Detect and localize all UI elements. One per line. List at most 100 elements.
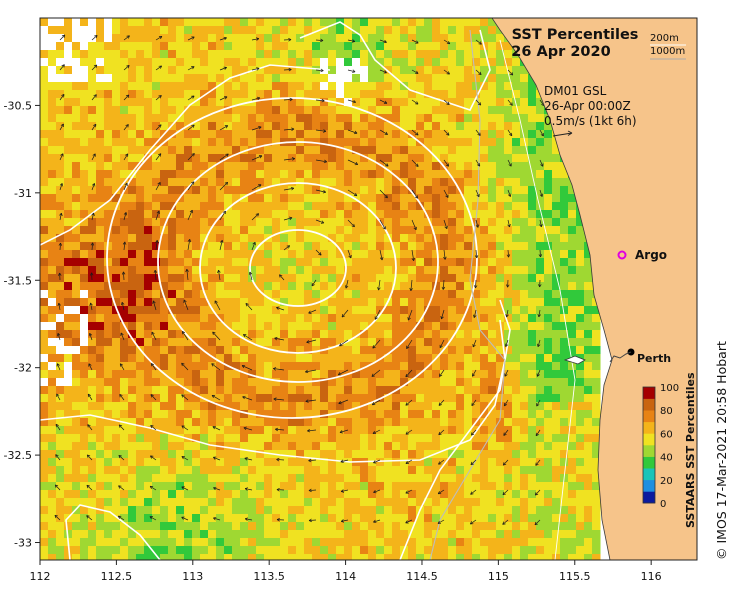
current-vector xyxy=(475,189,480,198)
current-vector xyxy=(149,516,157,521)
current-vector xyxy=(470,429,477,436)
current-vector xyxy=(187,124,195,131)
current-vector xyxy=(443,69,450,75)
contour-line-5 xyxy=(399,299,511,560)
current-vector xyxy=(212,426,221,431)
current-vector xyxy=(503,429,509,436)
colorbar-tick-4: 20 xyxy=(660,476,673,487)
current-vector xyxy=(181,486,189,491)
current-vector xyxy=(150,424,157,431)
current-vector xyxy=(405,489,413,494)
current-vector xyxy=(241,364,253,371)
colorbar-frame xyxy=(642,386,656,504)
current-vector xyxy=(535,459,541,466)
current-vector xyxy=(214,300,221,311)
current-vector xyxy=(373,459,381,464)
current-vector xyxy=(537,339,541,347)
current-vector xyxy=(475,69,482,76)
current-vector xyxy=(308,518,317,523)
contour-ring-1 xyxy=(249,229,347,307)
current-vector xyxy=(405,459,413,464)
current-vector xyxy=(315,98,325,103)
current-vector xyxy=(538,279,542,288)
current-vector xyxy=(411,189,419,199)
current-vector xyxy=(251,184,262,191)
current-vector xyxy=(471,399,477,407)
plot-frame xyxy=(39,17,698,561)
current-vector xyxy=(187,239,192,251)
current-vector xyxy=(181,330,189,341)
current-vector xyxy=(377,279,381,291)
current-vector xyxy=(372,339,381,349)
current-vector xyxy=(150,455,157,461)
colorbar-swatch-5 xyxy=(643,433,655,446)
current-vector xyxy=(185,268,189,281)
current-vector xyxy=(242,395,253,401)
current-scale-label: 0.5m/s (1kt 6h) xyxy=(544,114,637,128)
current-vector xyxy=(538,249,543,258)
current-vector xyxy=(536,399,541,407)
colorbar-tick-5: 0 xyxy=(660,499,666,510)
current-vector xyxy=(118,424,125,431)
current-vector xyxy=(276,306,285,311)
current-vector xyxy=(475,219,480,228)
current-vector xyxy=(181,516,189,521)
current-vector xyxy=(276,457,285,462)
current-vector xyxy=(440,309,445,320)
y-tick-label-0: -30.5 xyxy=(4,99,32,112)
map-plot-area xyxy=(40,18,697,560)
current-vector xyxy=(183,299,189,311)
contour-line-1 xyxy=(40,64,331,246)
current-vector xyxy=(55,423,61,431)
current-vector xyxy=(155,153,162,161)
current-vector xyxy=(308,458,317,463)
y-tick-label-2: -31.5 xyxy=(4,274,32,287)
current-vector xyxy=(443,159,450,167)
current-vector xyxy=(315,68,324,73)
current-vector xyxy=(340,519,349,523)
current-vector xyxy=(58,242,63,251)
colorbar-tick-1: 80 xyxy=(660,406,673,417)
current-vector xyxy=(439,369,445,377)
current-vector xyxy=(507,129,513,137)
colorbar-tick-3: 40 xyxy=(660,453,673,464)
current-vector xyxy=(150,363,157,371)
current-vector xyxy=(507,159,512,167)
current-vector xyxy=(443,39,451,45)
current-vector xyxy=(219,36,227,41)
current-vector xyxy=(340,489,349,493)
current-vector xyxy=(305,399,317,403)
current-vector xyxy=(118,485,125,491)
y-tick-label-3: -32 xyxy=(14,362,32,375)
bathymetry-1000m-label: 1000m xyxy=(650,46,685,57)
current-vector xyxy=(155,65,163,71)
current-vector xyxy=(213,456,221,461)
current-vector xyxy=(539,159,544,167)
current-vector xyxy=(283,245,290,251)
current-vector xyxy=(283,157,296,161)
y-tick-label-4: -32.5 xyxy=(4,449,32,462)
current-vector xyxy=(505,309,509,318)
current-vector xyxy=(91,34,98,41)
current-vector xyxy=(539,129,544,137)
current-vector xyxy=(181,425,189,431)
colorbar-swatch-0 xyxy=(643,491,655,504)
current-vector xyxy=(86,454,93,461)
current-vector xyxy=(90,242,95,251)
current-vector xyxy=(121,271,126,281)
current-vector xyxy=(306,339,317,344)
perth-label: Perth xyxy=(637,352,671,365)
current-vector xyxy=(251,96,261,101)
current-vector xyxy=(502,519,509,525)
current-vector xyxy=(439,339,445,349)
current-vector xyxy=(443,129,450,136)
current-vector xyxy=(379,159,389,167)
current-vector xyxy=(405,399,413,406)
sea-level-contours xyxy=(40,21,576,560)
current-vector xyxy=(371,369,381,377)
current-vector xyxy=(244,457,253,461)
contour-line-3 xyxy=(65,504,161,560)
current-vector xyxy=(251,155,263,161)
current-vector xyxy=(340,459,349,463)
current-vector xyxy=(244,487,253,491)
